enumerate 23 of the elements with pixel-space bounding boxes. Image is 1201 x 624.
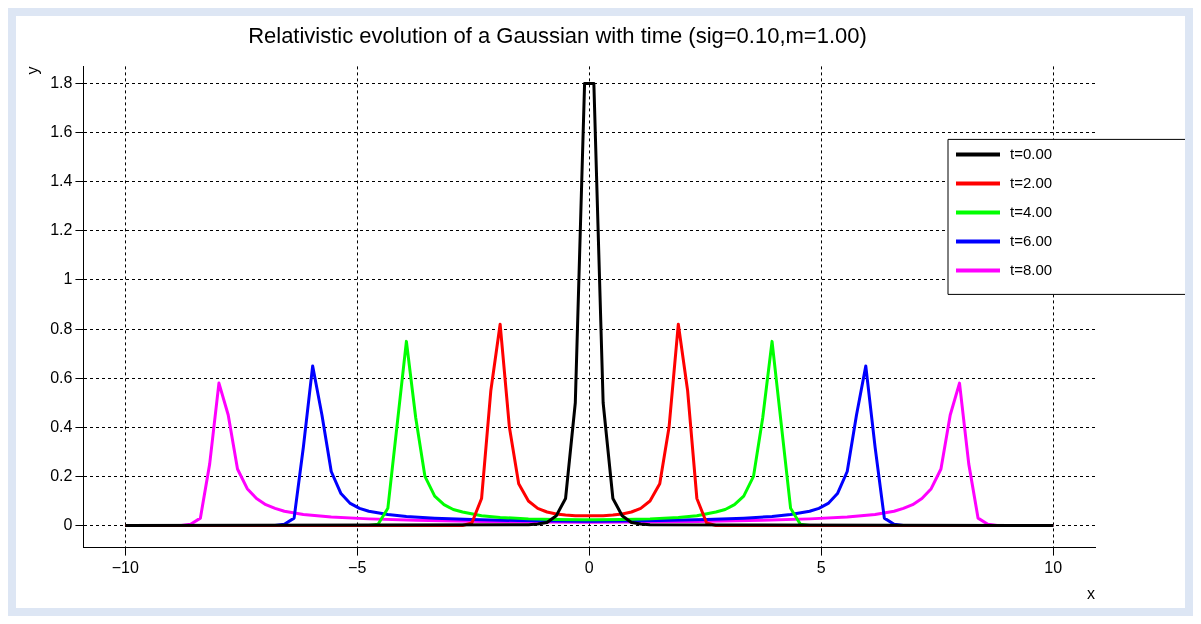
y-tick-label: 1.8 — [50, 73, 73, 91]
legend-label: t=2.00 — [1010, 173, 1053, 191]
y-tick-label: 1.6 — [50, 123, 73, 141]
legend-label: t=4.00 — [1010, 202, 1053, 220]
y-tick-label: 0.2 — [50, 466, 73, 484]
legend-label: t=8.00 — [1010, 260, 1053, 278]
y-tick-label: 0.8 — [50, 319, 73, 337]
y-tick-label: 0.6 — [50, 368, 73, 386]
y-tick-label: 1.4 — [50, 172, 73, 190]
x-tick-label: −10 — [111, 558, 139, 576]
x-axis-title: x — [1087, 584, 1095, 602]
y-tick-label: 1.2 — [50, 221, 73, 239]
x-tick-label: 0 — [584, 558, 594, 576]
y-axis-title: y — [24, 66, 42, 75]
legend-label: t=6.00 — [1010, 231, 1053, 249]
x-tick-label: −5 — [348, 558, 367, 576]
y-tick-label: 1 — [63, 270, 73, 288]
y-tick-label: 0 — [63, 515, 73, 533]
x-tick-label: 5 — [816, 558, 826, 576]
y-tick-label: 0.4 — [50, 417, 73, 435]
chart-title: Relativistic evolution of a Gaussian with time (sig=0.10,m=1.00) — [248, 23, 867, 49]
legend-label: t=0.00 — [1010, 144, 1053, 162]
x-tick-label: 10 — [1044, 558, 1063, 576]
